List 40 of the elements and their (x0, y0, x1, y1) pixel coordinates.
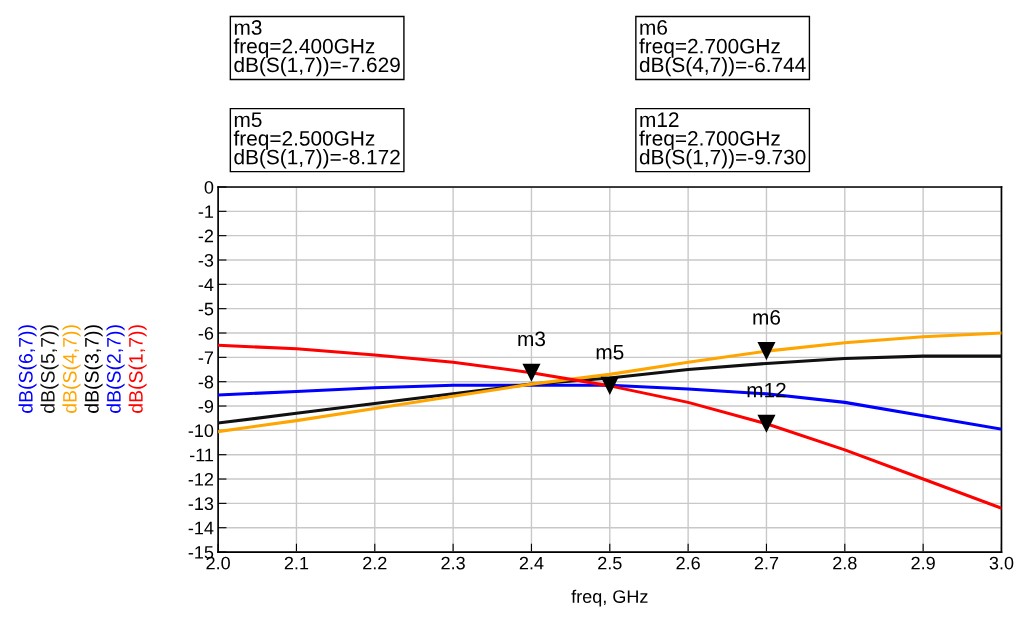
annotation: m5 (596, 344, 624, 360)
y-tick-label: -10 (188, 424, 214, 438)
y-tick-label: -3 (198, 253, 214, 267)
line-series (218, 331, 1002, 434)
y-tick-label: -12 (188, 472, 214, 486)
y-tick-label: -1 (198, 205, 214, 218)
x-axis-title: freq, GHz (571, 589, 648, 607)
x-tick-label: 2.7 (754, 556, 779, 570)
text: dB(S(1,7)) (128, 325, 147, 413)
text: dB(S(6,7)) (18, 325, 37, 413)
text: m5 freq=2.500GHz dB(S(1,7))=-8.172 (233, 112, 400, 169)
text: dB(S(4,7)) (62, 325, 81, 413)
y-tick-label: -8 (198, 375, 214, 389)
x-tick-label: 2.5 (598, 556, 622, 570)
x-tick-label: 2.1 (284, 556, 309, 570)
annotation: m3 (518, 331, 546, 347)
text: m3 freq=2.400GHz dB(S(1,7))=-7.629 (233, 20, 400, 77)
y-tick-label: -13 (188, 497, 214, 511)
y-tick-label: -9 (198, 399, 214, 413)
text: dB(S(5,7)) (40, 325, 59, 413)
x-tick-label: 3.0 (989, 556, 1014, 570)
text: m6 freq=2.700GHz dB(S(4,7))=-6.744 (639, 20, 806, 77)
annotation: m6 (753, 310, 781, 325)
y-tick-label: 0 (204, 180, 214, 194)
y-tick-label: -4 (198, 278, 214, 291)
x-tick-label: 2.6 (676, 556, 700, 570)
x-tick-label: 2.4 (519, 556, 544, 570)
y-tick-label: -5 (198, 302, 214, 316)
legend-label: dB(S(3,7)) (84, 325, 103, 413)
x-tick-label: 2.8 (833, 556, 857, 570)
y-tick-label: -11 (189, 448, 214, 462)
x-tick-label: 2.2 (363, 556, 387, 570)
y-tick-label: -14 (188, 521, 214, 535)
y-tick-label: -6 (198, 326, 214, 340)
y-tick-label: -7 (198, 351, 214, 364)
legend-label: dB(S(2,7)) (106, 325, 125, 413)
x-tick-label: 2.3 (441, 556, 465, 570)
text: m12 freq=2.700GHz dB(S(1,7))=-9.730 (639, 112, 806, 169)
y-tick-label: -2 (198, 229, 214, 243)
x-tick-label: 2.9 (911, 556, 935, 570)
